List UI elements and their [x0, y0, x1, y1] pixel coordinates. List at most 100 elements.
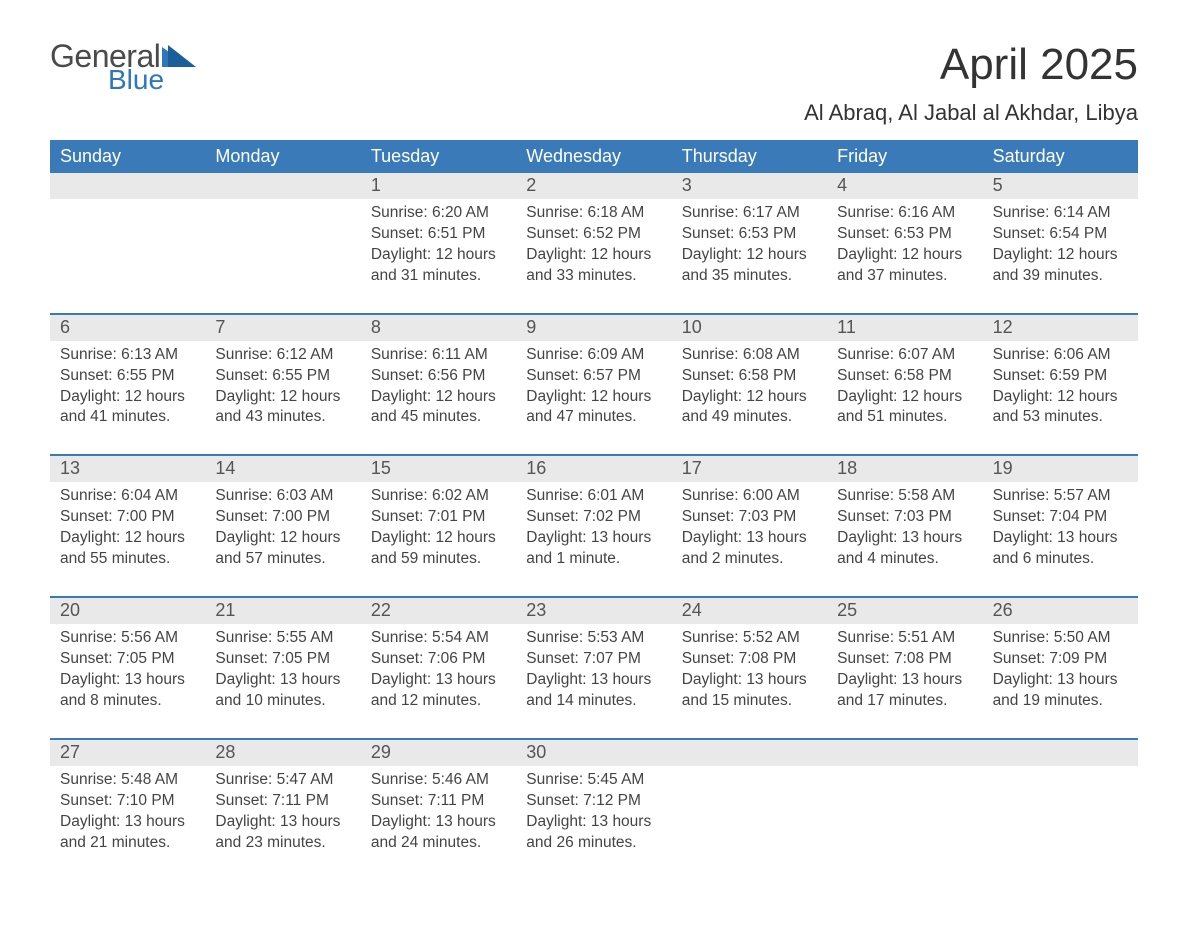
calendar-cell: Sunrise: 6:12 AMSunset: 6:55 PMDaylight:… — [205, 341, 360, 455]
dow-tuesday: Tuesday — [361, 140, 516, 173]
cell-sunset: Sunset: 7:04 PM — [993, 507, 1128, 528]
calendar-week: 12345Sunrise: 6:20 AMSunset: 6:51 PMDayl… — [50, 173, 1138, 313]
cell-daylight1: Daylight: 13 hours — [837, 670, 972, 691]
day-number: 30 — [516, 740, 671, 766]
cell-sunset: Sunset: 7:01 PM — [371, 507, 506, 528]
cell-sunset: Sunset: 7:10 PM — [60, 791, 195, 812]
cell-sunrise: Sunrise: 5:45 AM — [526, 770, 661, 791]
cell-sunrise: Sunrise: 5:58 AM — [837, 486, 972, 507]
cell-sunset: Sunset: 7:06 PM — [371, 649, 506, 670]
day-number-band: 12345 — [50, 173, 1138, 199]
calendar-cell — [672, 766, 827, 880]
calendar-week: 6789101112Sunrise: 6:13 AMSunset: 6:55 P… — [50, 313, 1138, 455]
calendar-cell: Sunrise: 5:45 AMSunset: 7:12 PMDaylight:… — [516, 766, 671, 880]
cell-sunrise: Sunrise: 5:47 AM — [215, 770, 350, 791]
cell-sunrise: Sunrise: 6:12 AM — [215, 345, 350, 366]
cell-daylight1: Daylight: 12 hours — [526, 387, 661, 408]
calendar-cell: Sunrise: 6:13 AMSunset: 6:55 PMDaylight:… — [50, 341, 205, 455]
cell-sunset: Sunset: 7:03 PM — [837, 507, 972, 528]
day-number: 14 — [205, 456, 360, 482]
cell-daylight2: and 37 minutes. — [837, 266, 972, 287]
day-number: 5 — [983, 173, 1138, 199]
cell-sunset: Sunset: 6:59 PM — [993, 366, 1128, 387]
calendar-cell: Sunrise: 6:08 AMSunset: 6:58 PMDaylight:… — [672, 341, 827, 455]
cell-sunrise: Sunrise: 6:18 AM — [526, 203, 661, 224]
cell-daylight2: and 10 minutes. — [215, 691, 350, 712]
cell-daylight2: and 12 minutes. — [371, 691, 506, 712]
day-number: 8 — [361, 315, 516, 341]
day-number: 16 — [516, 456, 671, 482]
calendar-cell: Sunrise: 5:46 AMSunset: 7:11 PMDaylight:… — [361, 766, 516, 880]
calendar-cell: Sunrise: 5:54 AMSunset: 7:06 PMDaylight:… — [361, 624, 516, 738]
cell-daylight1: Daylight: 13 hours — [60, 670, 195, 691]
calendar-week: 13141516171819Sunrise: 6:04 AMSunset: 7:… — [50, 454, 1138, 596]
cell-daylight1: Daylight: 12 hours — [993, 387, 1128, 408]
cell-daylight1: Daylight: 12 hours — [682, 245, 817, 266]
cell-sunset: Sunset: 7:12 PM — [526, 791, 661, 812]
cell-daylight1: Daylight: 13 hours — [60, 812, 195, 833]
cell-sunset: Sunset: 7:00 PM — [215, 507, 350, 528]
day-number: 25 — [827, 598, 982, 624]
day-number: 9 — [516, 315, 671, 341]
calendar-cell: Sunrise: 5:48 AMSunset: 7:10 PMDaylight:… — [50, 766, 205, 880]
day-number: 6 — [50, 315, 205, 341]
cell-daylight2: and 23 minutes. — [215, 833, 350, 854]
cell-sunset: Sunset: 6:55 PM — [215, 366, 350, 387]
cell-daylight1: Daylight: 13 hours — [215, 670, 350, 691]
cell-sunrise: Sunrise: 5:56 AM — [60, 628, 195, 649]
cell-sunset: Sunset: 7:00 PM — [60, 507, 195, 528]
cell-sunrise: Sunrise: 6:13 AM — [60, 345, 195, 366]
cell-daylight1: Daylight: 13 hours — [371, 670, 506, 691]
cell-daylight2: and 24 minutes. — [371, 833, 506, 854]
cell-daylight2: and 26 minutes. — [526, 833, 661, 854]
cell-sunrise: Sunrise: 5:55 AM — [215, 628, 350, 649]
brand-word-2: Blue — [108, 66, 196, 94]
cell-daylight1: Daylight: 12 hours — [837, 245, 972, 266]
day-number: 7 — [205, 315, 360, 341]
cell-daylight1: Daylight: 12 hours — [371, 387, 506, 408]
cell-sunrise: Sunrise: 6:04 AM — [60, 486, 195, 507]
calendar-cell: Sunrise: 6:20 AMSunset: 6:51 PMDaylight:… — [361, 199, 516, 313]
cell-sunset: Sunset: 7:05 PM — [215, 649, 350, 670]
cell-daylight2: and 39 minutes. — [993, 266, 1128, 287]
cell-daylight2: and 59 minutes. — [371, 549, 506, 570]
cell-daylight1: Daylight: 13 hours — [682, 670, 817, 691]
cell-sunset: Sunset: 7:03 PM — [682, 507, 817, 528]
cell-daylight2: and 55 minutes. — [60, 549, 195, 570]
cell-daylight2: and 49 minutes. — [682, 407, 817, 428]
calendar-cell — [983, 766, 1138, 880]
cell-sunrise: Sunrise: 5:52 AM — [682, 628, 817, 649]
cell-sunrise: Sunrise: 5:53 AM — [526, 628, 661, 649]
day-number-band: 27282930 — [50, 740, 1138, 766]
day-number: 13 — [50, 456, 205, 482]
calendar-cell: Sunrise: 6:07 AMSunset: 6:58 PMDaylight:… — [827, 341, 982, 455]
day-number — [50, 173, 205, 199]
cell-daylight2: and 14 minutes. — [526, 691, 661, 712]
day-number: 23 — [516, 598, 671, 624]
calendar-cell: Sunrise: 6:03 AMSunset: 7:00 PMDaylight:… — [205, 482, 360, 596]
cell-daylight2: and 33 minutes. — [526, 266, 661, 287]
cell-daylight1: Daylight: 12 hours — [526, 245, 661, 266]
cell-daylight2: and 45 minutes. — [371, 407, 506, 428]
day-number-band: 13141516171819 — [50, 456, 1138, 482]
cell-daylight1: Daylight: 13 hours — [526, 812, 661, 833]
cell-sunset: Sunset: 7:08 PM — [837, 649, 972, 670]
cell-sunset: Sunset: 7:07 PM — [526, 649, 661, 670]
cell-sunset: Sunset: 6:51 PM — [371, 224, 506, 245]
day-number: 18 — [827, 456, 982, 482]
cell-sunset: Sunset: 7:02 PM — [526, 507, 661, 528]
cell-daylight2: and 17 minutes. — [837, 691, 972, 712]
day-number: 28 — [205, 740, 360, 766]
calendar-cell — [50, 199, 205, 313]
day-number-band: 20212223242526 — [50, 598, 1138, 624]
calendar-cell: Sunrise: 6:14 AMSunset: 6:54 PMDaylight:… — [983, 199, 1138, 313]
cell-daylight2: and 41 minutes. — [60, 407, 195, 428]
cell-daylight2: and 8 minutes. — [60, 691, 195, 712]
calendar-cell — [827, 766, 982, 880]
cell-daylight2: and 35 minutes. — [682, 266, 817, 287]
cell-daylight1: Daylight: 13 hours — [682, 528, 817, 549]
calendar-cell: Sunrise: 6:17 AMSunset: 6:53 PMDaylight:… — [672, 199, 827, 313]
calendar-cell: Sunrise: 6:18 AMSunset: 6:52 PMDaylight:… — [516, 199, 671, 313]
cell-daylight1: Daylight: 12 hours — [60, 528, 195, 549]
day-number: 19 — [983, 456, 1138, 482]
